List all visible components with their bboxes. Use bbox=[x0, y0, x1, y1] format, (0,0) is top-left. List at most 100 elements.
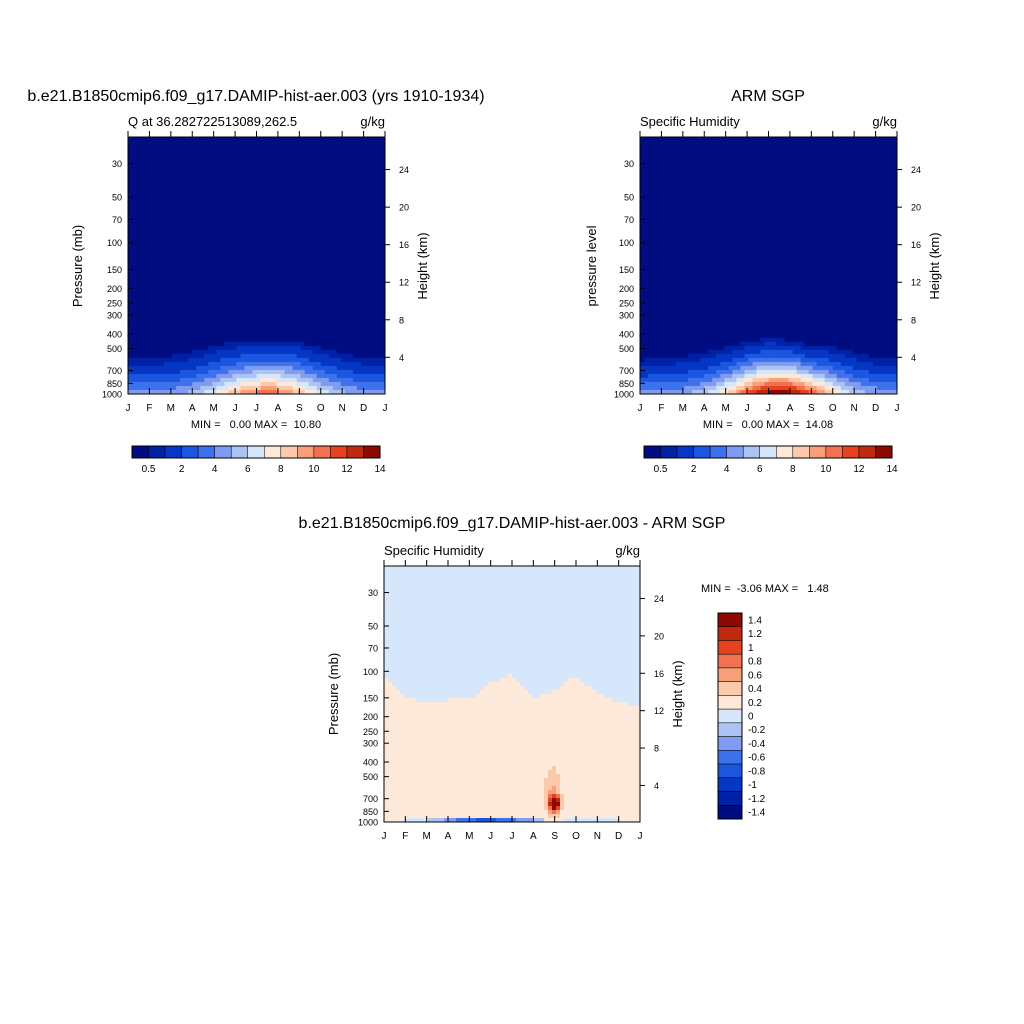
contour-cell bbox=[684, 217, 689, 222]
contour-cell bbox=[252, 173, 258, 178]
contour-cell bbox=[244, 233, 250, 238]
contour-cell bbox=[368, 145, 374, 150]
contour-cell bbox=[300, 301, 306, 307]
contour-cell bbox=[208, 249, 213, 255]
contour-cell bbox=[208, 245, 213, 251]
contour-cell bbox=[360, 333, 366, 339]
contour-cell bbox=[296, 149, 302, 154]
contour-cell bbox=[664, 173, 669, 178]
contour-cell bbox=[368, 325, 374, 331]
contour-cell bbox=[360, 325, 366, 331]
contour-cell bbox=[292, 369, 298, 375]
y-tick-label: 500 bbox=[107, 344, 122, 354]
contour-cell bbox=[244, 217, 250, 222]
contour-cell bbox=[292, 301, 298, 307]
contour-cell bbox=[644, 189, 649, 194]
contour-cell bbox=[256, 321, 262, 327]
contour-cell bbox=[252, 309, 258, 315]
contour-cell bbox=[196, 373, 201, 379]
contour-cell bbox=[644, 145, 649, 150]
contour-cell bbox=[320, 385, 326, 391]
contour-cell bbox=[376, 369, 382, 375]
contour-cell bbox=[260, 249, 266, 255]
contour-cell bbox=[380, 273, 385, 279]
contour-cell bbox=[244, 265, 250, 271]
contour-cell bbox=[676, 345, 681, 351]
contour-cell bbox=[256, 205, 262, 210]
contour-cell bbox=[260, 361, 266, 367]
contour-cell bbox=[216, 317, 221, 323]
contour-cell bbox=[152, 165, 157, 170]
contour-cell bbox=[324, 373, 330, 379]
contour-cell bbox=[180, 213, 185, 218]
contour-cell bbox=[368, 137, 374, 142]
contour-cell bbox=[288, 365, 294, 371]
contour-cell bbox=[344, 145, 350, 150]
contour-cell bbox=[276, 229, 282, 234]
contour-cell bbox=[660, 177, 665, 182]
contour-cell bbox=[372, 325, 378, 331]
contour-cell bbox=[180, 233, 185, 238]
contour-cell bbox=[356, 361, 362, 367]
contour-cell bbox=[240, 181, 246, 186]
contour-cell bbox=[688, 197, 693, 202]
contour-cell bbox=[672, 213, 677, 218]
contour-cell bbox=[172, 377, 177, 383]
contour-cell bbox=[324, 157, 330, 162]
contour-cell bbox=[664, 141, 669, 146]
contour-cell bbox=[676, 365, 681, 371]
contour-cell bbox=[180, 349, 185, 355]
contour-cell bbox=[192, 381, 197, 387]
contour-cell bbox=[212, 225, 217, 230]
contour-cell bbox=[356, 149, 362, 154]
contour-cell bbox=[288, 245, 294, 251]
contour-cell bbox=[280, 369, 286, 375]
contour-cell bbox=[344, 365, 350, 371]
contour-cell bbox=[264, 213, 270, 218]
contour-cell bbox=[180, 377, 185, 383]
contour-cell bbox=[328, 165, 334, 170]
contour-cell bbox=[676, 357, 681, 363]
contour-cell bbox=[664, 153, 669, 158]
contour-cell bbox=[664, 285, 669, 291]
contour-cell bbox=[640, 305, 645, 311]
contour-cell bbox=[136, 249, 141, 255]
contour-cell bbox=[352, 209, 358, 214]
contour-cell bbox=[368, 269, 374, 275]
contour-cell bbox=[340, 377, 346, 383]
contour-cell bbox=[196, 337, 201, 343]
contour-cell bbox=[160, 229, 165, 234]
contour-cell bbox=[684, 373, 689, 379]
y-tick-right-label: 20 bbox=[399, 203, 409, 213]
contour-cell bbox=[684, 201, 689, 206]
contour-cell bbox=[248, 385, 254, 391]
contour-cell bbox=[648, 205, 653, 210]
contour-cell bbox=[128, 361, 133, 367]
contour-cell bbox=[324, 305, 330, 311]
contour-cell bbox=[128, 185, 133, 190]
contour-cell bbox=[648, 305, 653, 311]
contour-cell bbox=[168, 309, 173, 315]
contour-cell bbox=[232, 229, 238, 234]
contour-cell bbox=[208, 317, 213, 323]
contour-cell bbox=[148, 209, 153, 214]
contour-cell bbox=[232, 269, 238, 275]
contour-cell bbox=[200, 357, 205, 363]
contour-cell bbox=[364, 229, 370, 234]
contour-cell bbox=[196, 177, 201, 182]
contour-cell bbox=[364, 261, 370, 267]
contour-cell bbox=[280, 361, 286, 367]
contour-cell bbox=[284, 213, 290, 218]
contour-cell bbox=[664, 237, 669, 243]
contour-cell bbox=[368, 245, 374, 251]
contour-cell bbox=[376, 301, 382, 307]
contour-cell bbox=[284, 221, 290, 226]
contour-cell bbox=[216, 261, 221, 267]
contour-cell bbox=[196, 201, 201, 206]
contour-cell bbox=[200, 245, 205, 251]
contour-cell bbox=[348, 217, 354, 222]
contour-cell bbox=[192, 349, 197, 355]
contour-cell bbox=[264, 313, 270, 319]
contour-cell bbox=[208, 349, 213, 355]
contour-cell bbox=[332, 353, 338, 359]
